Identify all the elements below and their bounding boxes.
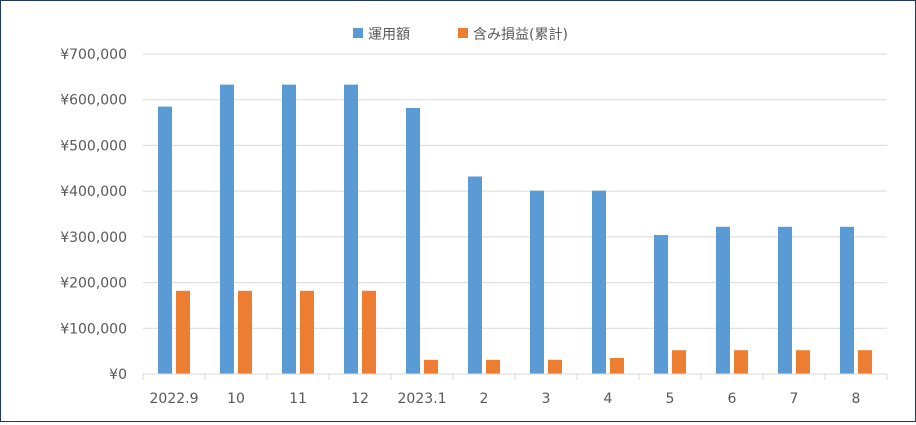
bar-series-1 xyxy=(158,106,172,375)
bar-series-2 xyxy=(300,290,314,374)
bar-series-1 xyxy=(406,107,420,374)
bar-series-2 xyxy=(362,290,376,374)
bar-series-2 xyxy=(486,359,500,374)
bar-series-2 xyxy=(610,358,624,374)
bar-series-1 xyxy=(778,226,792,374)
bar-series-2 xyxy=(858,350,872,374)
legend-label-series-2: 含み損益(累計) xyxy=(473,27,568,43)
x-tick-label: 6 xyxy=(728,391,737,407)
y-tick-label: ¥600,000 xyxy=(60,93,127,109)
y-tick-label: ¥200,000 xyxy=(60,276,127,292)
x-tick-label: 2 xyxy=(480,391,489,407)
bar-series-1 xyxy=(716,226,730,374)
legend-label-series-1: 運用額 xyxy=(368,27,410,43)
y-tick-label: ¥500,000 xyxy=(60,138,127,154)
x-tick-label: 10 xyxy=(227,391,245,407)
bar-series-1 xyxy=(530,190,544,374)
legend: 運用額 含み損益(累計) xyxy=(353,27,568,43)
x-axis-tick-labels: 2022.9 10 11 12 2023.1 2 3 4 5 6 7 8 xyxy=(150,391,861,407)
legend-swatch-series-2 xyxy=(458,28,468,38)
x-axis xyxy=(142,373,888,380)
bar-series-2 xyxy=(734,350,748,374)
bar-series-1 xyxy=(282,84,296,374)
x-tick-label: 7 xyxy=(790,391,799,407)
x-tick-label: 2023.1 xyxy=(398,391,447,407)
bar-series-1 xyxy=(592,190,606,374)
bar-series-2 xyxy=(548,359,562,374)
gridlines xyxy=(143,53,887,329)
y-tick-label: ¥100,000 xyxy=(60,321,127,337)
x-tick-label: 4 xyxy=(604,391,613,407)
bar-series-1 xyxy=(654,235,668,374)
bar-series-1 xyxy=(220,84,234,374)
bar-series-2 xyxy=(176,290,190,374)
bar-series-2 xyxy=(424,359,438,374)
bar-series-1 xyxy=(468,176,482,374)
bar-series-2 xyxy=(238,290,252,374)
bar-series-2 xyxy=(796,350,810,374)
bar-series-1 xyxy=(344,84,358,374)
x-tick-label: 3 xyxy=(542,391,551,407)
y-tick-label: ¥300,000 xyxy=(60,230,127,246)
x-tick-label: 11 xyxy=(289,391,307,407)
bars xyxy=(158,84,872,375)
legend-swatch-series-1 xyxy=(353,28,363,38)
y-tick-label: ¥0 xyxy=(109,367,127,383)
bar-series-2 xyxy=(672,350,686,374)
x-tick-label: 12 xyxy=(351,391,369,407)
y-tick-label: ¥700,000 xyxy=(60,47,127,63)
x-tick-label: 8 xyxy=(852,391,861,407)
bar-series-1 xyxy=(840,226,854,374)
x-tick-label: 2022.9 xyxy=(150,391,199,407)
y-tick-label: ¥400,000 xyxy=(60,184,127,200)
y-axis-tick-labels: ¥0 ¥100,000 ¥200,000 ¥300,000 ¥400,000 ¥500,0… xyxy=(60,47,127,383)
x-tick-label: 5 xyxy=(666,391,675,407)
